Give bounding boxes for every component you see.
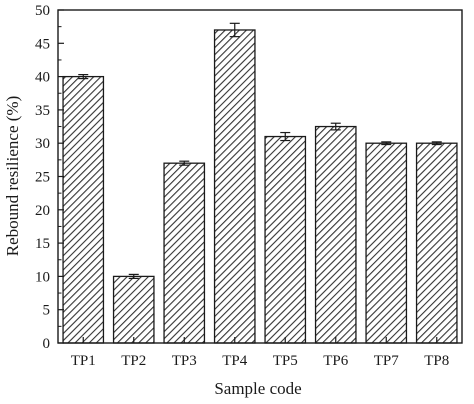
error-bar-tp4: [229, 22, 240, 38]
y-axis-title: Rebound resilience (%): [3, 96, 22, 257]
y-tick-label: 0: [43, 336, 51, 352]
bars-layer: [62, 29, 458, 344]
bar-tp8: [415, 142, 458, 344]
y-tick-label: 35: [35, 103, 50, 119]
x-tick-label: TP4: [222, 353, 248, 369]
error-bar-tp7: [381, 141, 392, 146]
x-tick-label: TP1: [71, 353, 96, 369]
error-bar-tp6: [330, 122, 341, 131]
ticks-layer: TP1 TP2 TP3 TP4 TP5 TP6 TP7 TP8 0 5 10 15 20 25 30 35 40…: [35, 3, 449, 369]
y-tick-label: 30: [35, 136, 50, 152]
x-tick-label: TP2: [121, 353, 146, 369]
bar-tp4: [213, 29, 256, 344]
bar-tp6: [314, 125, 357, 344]
error-bar-tp1: [78, 74, 89, 80]
x-tick-label: TP3: [172, 353, 197, 369]
y-tick-label: 20: [35, 203, 50, 219]
x-tick-label: TP7: [374, 353, 400, 369]
bar-tp1: [62, 75, 105, 344]
error-bar-tp2: [128, 273, 139, 279]
error-bars-layer: [78, 22, 442, 279]
error-bar-tp5: [280, 131, 291, 142]
x-tick-label: TP6: [323, 353, 349, 369]
y-tick-label: 10: [35, 269, 50, 285]
x-axis-title: Sample code: [214, 379, 301, 398]
x-tick-label: TP8: [424, 353, 449, 369]
axes-layer: [57, 9, 463, 344]
x-tick-label: TP5: [273, 353, 298, 369]
y-tick-label: 50: [35, 3, 50, 19]
bar-tp5: [264, 135, 307, 344]
bar-tp3: [163, 162, 206, 344]
y-tick-label: 45: [35, 36, 50, 52]
error-bar-tp3: [179, 160, 190, 166]
bar-tp2: [112, 275, 155, 344]
y-tick-label: 25: [35, 170, 50, 186]
error-bar-tp8: [431, 141, 442, 146]
bar-tp7: [365, 142, 408, 344]
y-tick-label: 15: [35, 236, 50, 252]
y-tick-label: 5: [43, 303, 51, 319]
y-tick-label: 40: [35, 70, 50, 86]
